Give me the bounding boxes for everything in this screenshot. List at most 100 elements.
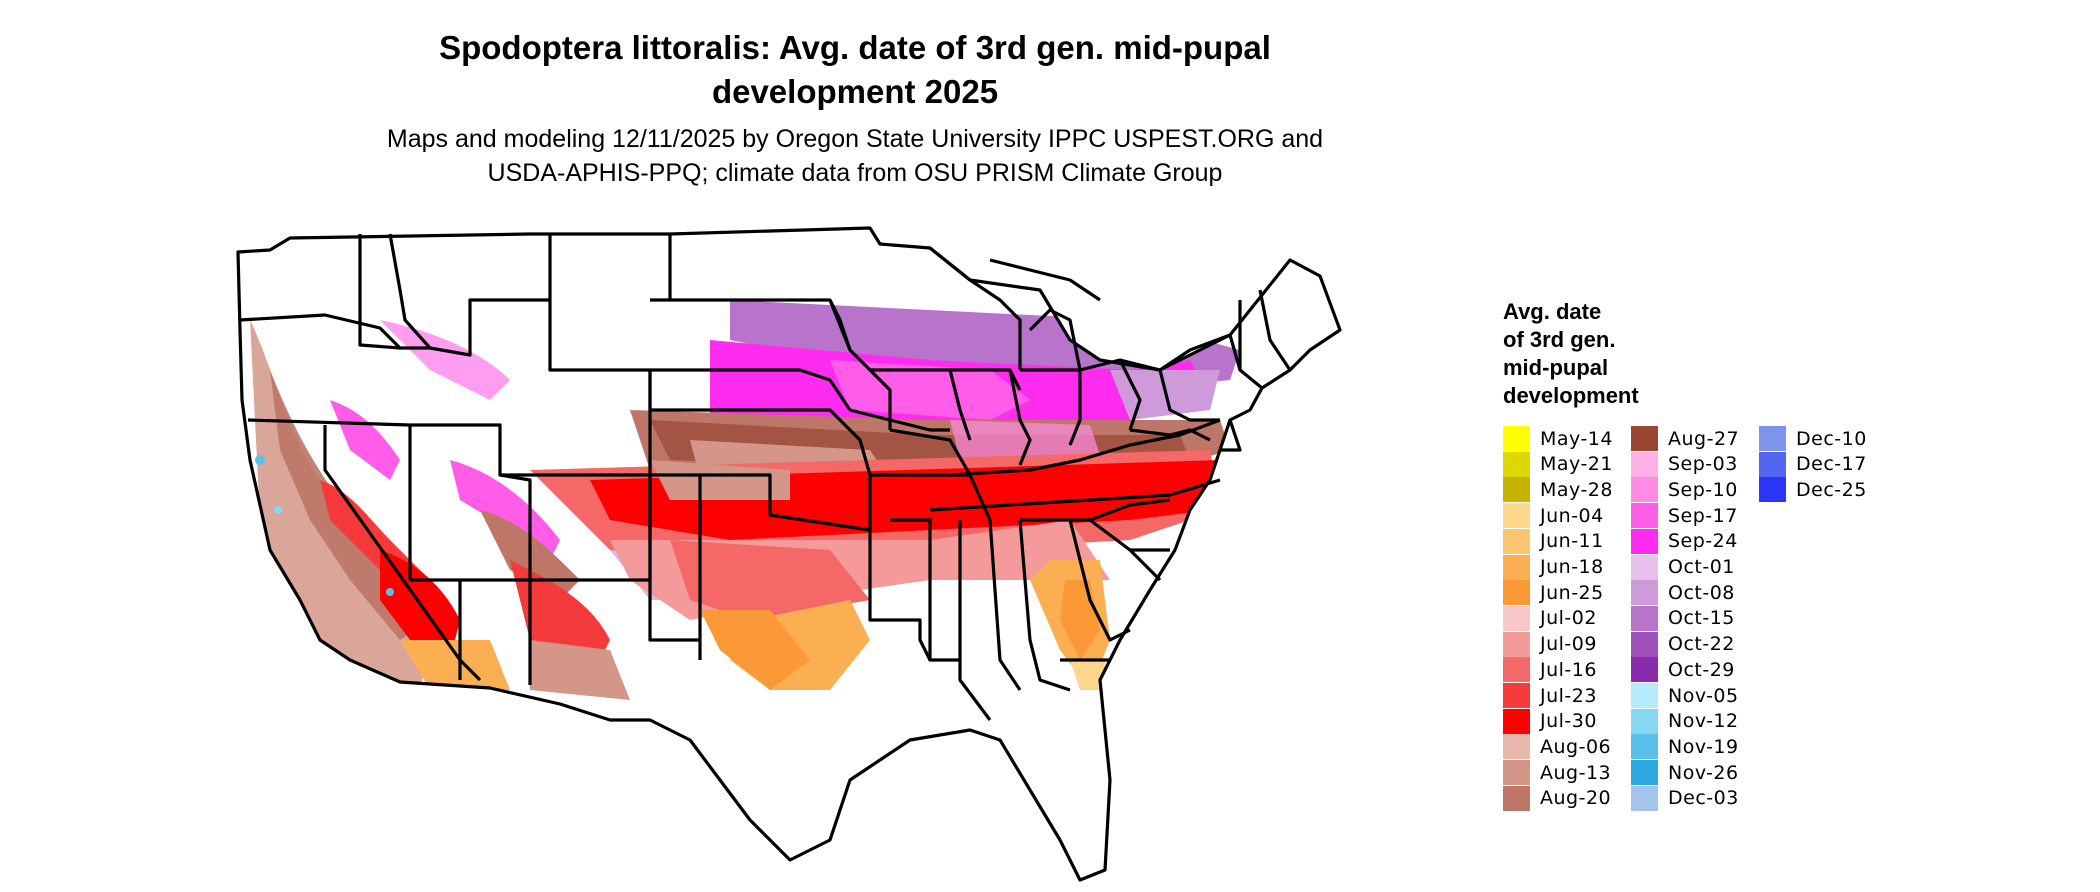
legend-swatch <box>1759 426 1786 451</box>
legend-item: Oct-01 <box>1631 554 1735 580</box>
legend-item: Jul-30 <box>1503 708 1597 734</box>
legend-item: Nov-19 <box>1631 734 1739 760</box>
legend-item: Sep-17 <box>1631 503 1738 529</box>
legend-label: Aug-20 <box>1540 787 1612 810</box>
legend-swatch <box>1503 605 1530 631</box>
legend-label: Jul-23 <box>1540 684 1597 707</box>
legend-label: Jun-11 <box>1540 530 1604 553</box>
legend-label: Oct-29 <box>1668 658 1735 681</box>
legend-item: Jun-11 <box>1503 528 1604 554</box>
legend-label: Nov-26 <box>1668 761 1739 784</box>
legend-label: Sep-24 <box>1668 530 1738 553</box>
legend-item: Jun-25 <box>1503 580 1604 606</box>
legend-item: Jun-04 <box>1503 503 1604 529</box>
legend-label: Sep-03 <box>1668 453 1738 476</box>
legend-items: May-14 May-21 May-28 Jun-04 Jun-11 Jun-18 Jun-… <box>1503 426 1923 816</box>
legend-swatch <box>1503 451 1530 477</box>
legend-item: Oct-22 <box>1631 631 1735 657</box>
legend-swatch <box>1759 451 1786 477</box>
legend-item: Dec-10 <box>1759 426 1867 451</box>
legend-swatch <box>1503 760 1530 786</box>
legend-label: Sep-17 <box>1668 504 1738 527</box>
legend-item: Jun-18 <box>1503 554 1604 580</box>
legend-title-line-4: development <box>1503 383 1639 408</box>
legend-item: Jul-09 <box>1503 631 1597 657</box>
legend-label: Oct-15 <box>1668 607 1735 630</box>
legend-label: Jul-09 <box>1540 633 1597 656</box>
legend-swatch <box>1503 554 1530 580</box>
legend-swatch <box>1631 554 1658 580</box>
legend-swatch <box>1503 631 1530 657</box>
legend-item: Jul-02 <box>1503 605 1597 631</box>
legend-swatch <box>1631 426 1658 451</box>
legend-swatch <box>1631 503 1658 529</box>
us-map <box>236 226 1342 882</box>
map-subtitle: Maps and modeling 12/11/2025 by Oregon S… <box>300 122 1410 190</box>
legend-item: Dec-17 <box>1759 451 1867 477</box>
legend-swatch <box>1631 683 1658 708</box>
legend-item: May-28 <box>1503 477 1613 503</box>
legend-item: Oct-15 <box>1631 605 1735 631</box>
legend-label: May-14 <box>1540 427 1613 450</box>
legend-item: Aug-06 <box>1503 734 1612 760</box>
legend-item: Aug-27 <box>1631 426 1739 451</box>
legend: Avg. date of 3rd gen. mid-pupal developm… <box>1503 298 1923 818</box>
legend-title-line-3: mid-pupal <box>1503 355 1609 380</box>
legend-label: Nov-12 <box>1668 710 1739 733</box>
legend-item: Oct-29 <box>1631 657 1735 683</box>
legend-swatch <box>1503 657 1530 683</box>
legend-label: Dec-25 <box>1796 478 1867 501</box>
legend-item: Sep-10 <box>1631 477 1738 503</box>
legend-item: May-21 <box>1503 451 1613 477</box>
legend-swatch <box>1759 477 1786 503</box>
legend-swatch <box>1631 760 1658 786</box>
legend-item: Sep-03 <box>1631 451 1738 477</box>
legend-label: Aug-27 <box>1668 427 1740 450</box>
legend-label: May-28 <box>1540 478 1613 501</box>
legend-item: Dec-03 <box>1631 785 1739 811</box>
legend-swatch <box>1503 503 1530 529</box>
legend-label: Dec-03 <box>1668 787 1739 810</box>
legend-swatch <box>1503 477 1530 503</box>
legend-swatch <box>1631 657 1658 683</box>
legend-item: Nov-05 <box>1631 683 1739 708</box>
legend-swatch <box>1503 580 1530 606</box>
legend-swatch <box>1503 708 1530 734</box>
legend-label: Oct-01 <box>1668 556 1735 578</box>
legend-swatch <box>1503 528 1530 554</box>
legend-swatch <box>1503 426 1530 451</box>
legend-swatch <box>1631 451 1658 477</box>
legend-label: Oct-08 <box>1668 581 1735 604</box>
legend-swatch <box>1631 734 1658 760</box>
legend-label: Jun-04 <box>1540 504 1604 527</box>
title-line-2: development 2025 <box>711 73 999 110</box>
subtitle-line-2: USDA-APHIS-PPQ; climate data from OSU PR… <box>487 159 1223 187</box>
title-line-1: Spodoptera littoralis: Avg. date of 3rd … <box>439 29 1271 66</box>
legend-label: Dec-17 <box>1796 453 1867 476</box>
subtitle-line-1: Maps and modeling 12/11/2025 by Oregon S… <box>386 125 1324 153</box>
legend-item: Dec-25 <box>1759 477 1867 503</box>
legend-swatch <box>1631 528 1658 554</box>
legend-label: Jun-18 <box>1540 556 1604 578</box>
legend-item: Nov-26 <box>1631 760 1739 786</box>
legend-swatch <box>1503 734 1530 760</box>
legend-label: Aug-06 <box>1540 735 1612 758</box>
legend-label: Nov-19 <box>1668 735 1739 758</box>
legend-label: May-21 <box>1540 453 1613 476</box>
legend-title-line-1: Avg. date <box>1503 299 1602 324</box>
legend-label: Jul-16 <box>1540 658 1597 681</box>
legend-label: Jul-30 <box>1540 710 1597 733</box>
legend-label: Aug-13 <box>1540 761 1612 784</box>
legend-item: Aug-13 <box>1503 760 1612 786</box>
legend-label: Dec-10 <box>1796 427 1867 450</box>
legend-item: May-14 <box>1503 426 1613 451</box>
legend-swatch <box>1631 631 1658 657</box>
legend-label: Nov-05 <box>1668 684 1739 707</box>
legend-item: Aug-20 <box>1503 785 1612 811</box>
legend-label: Jul-02 <box>1540 607 1597 630</box>
legend-swatch <box>1503 785 1530 811</box>
legend-swatch <box>1631 708 1658 734</box>
legend-swatch <box>1503 683 1530 708</box>
legend-title: Avg. date of 3rd gen. mid-pupal developm… <box>1503 298 1639 410</box>
legend-swatch <box>1631 477 1658 503</box>
